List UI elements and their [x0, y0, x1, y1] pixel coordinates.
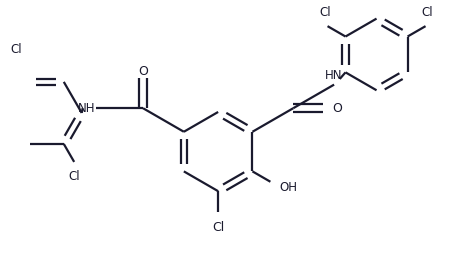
Text: Cl: Cl — [68, 170, 80, 183]
Text: O: O — [332, 102, 342, 115]
Text: Cl: Cl — [421, 6, 433, 19]
Text: Cl: Cl — [212, 221, 224, 234]
Text: HN: HN — [324, 69, 342, 82]
Text: OH: OH — [280, 181, 298, 194]
Text: Cl: Cl — [320, 6, 331, 19]
Text: Cl: Cl — [10, 43, 21, 56]
Text: NH: NH — [77, 102, 95, 115]
Text: O: O — [138, 65, 148, 78]
